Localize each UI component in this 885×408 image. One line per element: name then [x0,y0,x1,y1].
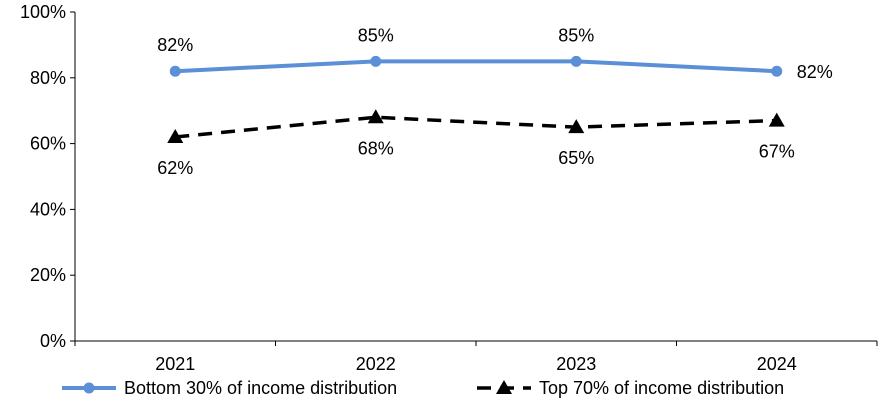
y-tick-label: 100% [20,2,66,22]
data-label: 82% [797,62,833,82]
data-label: 82% [157,35,193,55]
legend-label: Bottom 30% of income distribution [124,378,397,398]
y-tick-label: 0% [40,331,66,351]
x-tick-label: 2023 [556,354,596,374]
series-line [175,115,777,139]
data-point [570,55,582,67]
data-point [169,65,181,77]
data-labels: 82% 85% 85% 82% 62% 68% 65% 67% [157,25,833,178]
data-point [167,129,184,144]
data-label: 62% [157,158,193,178]
data-label: 85% [558,25,594,45]
x-tick-label: 2024 [757,354,797,374]
series-layer [167,55,785,144]
y-tick-label: 60% [30,134,66,154]
legend-label: Top 70% of income distribution [539,378,784,398]
y-tick-label: 80% [30,68,66,88]
data-point [768,112,785,127]
y-axis-ticks: 0% 20% 40% 60% 80% 100% [20,2,75,351]
data-point [367,109,384,124]
y-tick-label: 20% [30,265,66,285]
data-point [568,119,585,134]
data-point [771,65,783,77]
legend-marker [496,380,512,394]
series-line [175,59,777,74]
data-label: 68% [358,138,394,158]
series-bottom-30 [169,55,783,77]
series-top-70 [167,109,785,144]
x-tick-label: 2021 [155,354,195,374]
legend: Bottom 30% of income distribution Top 70%… [62,378,784,398]
x-axis-ticks: 2021 2022 2023 2024 [74,341,878,374]
data-point [370,55,382,67]
legend-item-bottom-30: Bottom 30% of income distribution [62,378,397,398]
data-label: 67% [759,142,795,162]
legend-marker [83,382,95,394]
legend-item-top-70: Top 70% of income distribution [477,378,784,398]
y-tick-label: 40% [30,199,66,219]
data-label: 85% [358,25,394,45]
data-label: 65% [558,148,594,168]
x-tick-label: 2022 [356,354,396,374]
